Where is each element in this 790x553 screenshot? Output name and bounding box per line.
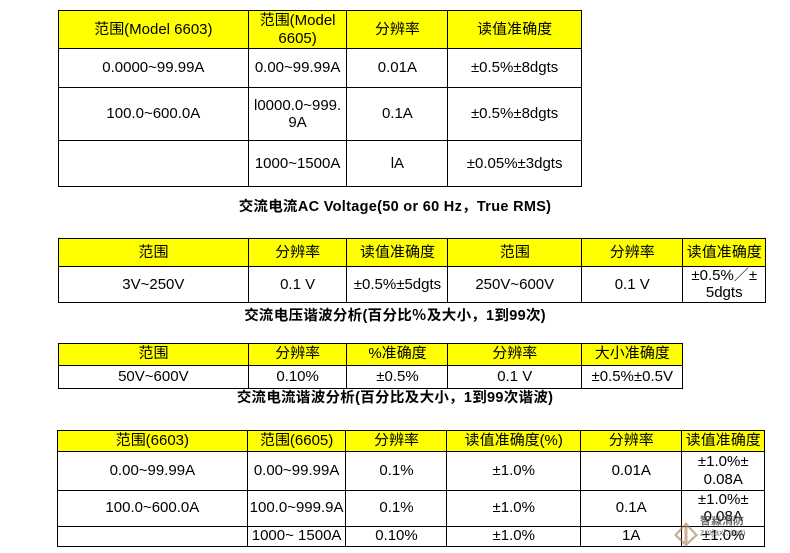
svg-text:智淼消防: 智淼消防 bbox=[700, 515, 744, 528]
svg-text:zmjaxf.com: zmjaxf.com bbox=[700, 528, 746, 538]
